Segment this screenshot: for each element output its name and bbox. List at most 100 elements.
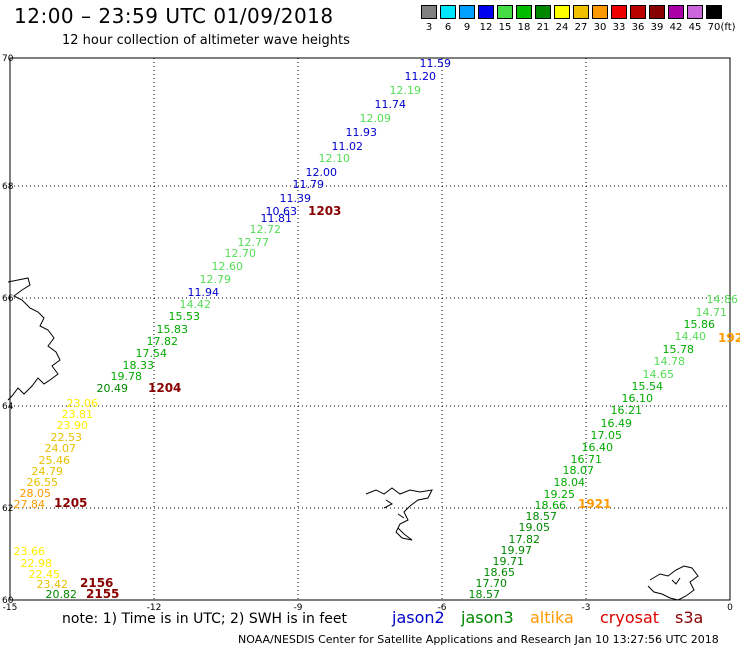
pass-time-label: 1921 <box>578 497 611 511</box>
track2-wave-height: 20.82 <box>46 588 78 601</box>
shetland-coastline <box>647 565 699 601</box>
lat-tick-label: 70 <box>2 54 14 64</box>
track3-wave-height: 19.97 <box>501 544 533 557</box>
track1-wave-height: 23.90 <box>57 419 89 432</box>
units-note: note: 1) Time is in UTC; 2) SWH is in fe… <box>62 611 348 627</box>
lon-tick-label: -9 <box>294 603 303 613</box>
track1-wave-height: 18.33 <box>123 359 155 372</box>
track1-wave-height: 28.05 <box>20 487 52 500</box>
lon-tick-label: -12 <box>147 603 162 613</box>
legend-label: 24 <box>555 22 569 33</box>
lon-tick-label: -15 <box>3 603 18 613</box>
track3-wave-height: 16.10 <box>622 392 654 405</box>
track1-wave-height: 11.74 <box>375 98 407 111</box>
track1-wave-height: 20.49 <box>97 382 129 395</box>
legend-swatch <box>459 5 475 19</box>
sat-cryosat: cryosat <box>600 608 660 627</box>
track3-wave-height: 17.82 <box>509 533 541 546</box>
legend-swatch <box>440 5 456 19</box>
track1-wave-height: 24.79 <box>32 465 64 478</box>
track3-wave-height: 14.65 <box>643 368 675 381</box>
legend-swatch <box>592 5 608 19</box>
legend-swatch <box>516 5 532 19</box>
track3-wave-height: 19.05 <box>519 521 551 534</box>
track3-wave-height: 16.71 <box>571 453 603 466</box>
track3-wave-height: 15.86 <box>684 318 716 331</box>
track3-wave-height: 14.71 <box>696 306 728 319</box>
track1-wave-height: 19.78 <box>111 370 143 383</box>
track1-wave-height: 11.81 <box>261 212 293 225</box>
track1-wave-height: 23.06 <box>67 397 99 410</box>
track1-wave-height: 22.53 <box>51 431 83 444</box>
track3-wave-height: 19.25 <box>544 488 576 501</box>
track3-wave-height: 17.05 <box>591 429 623 442</box>
track1-wave-height: 12.10 <box>319 152 351 165</box>
track1-wave-height: 11.20 <box>405 70 437 83</box>
track3-wave-height: 15.78 <box>663 343 695 356</box>
lat-tick-label: 64 <box>2 402 14 412</box>
map-frame <box>9 57 731 601</box>
track3-wave-height: 18.57 <box>469 588 501 601</box>
faroe-islands-coastline <box>365 487 433 541</box>
sat-jason3: jason3 <box>461 608 514 627</box>
legend-label: 9 <box>463 22 471 33</box>
track3-wave-height: 19.71 <box>493 555 525 568</box>
sat-s3a: s3a <box>675 608 704 627</box>
legend-label: 12 <box>479 22 493 33</box>
legend-label: 15 <box>498 22 512 33</box>
track1-wave-height: 12.00 <box>306 166 338 179</box>
track1-wave-height: 11.79 <box>293 178 325 191</box>
track3-wave-height: 18.04 <box>554 476 586 489</box>
track3-wave-height: 16.21 <box>611 404 643 417</box>
legend-swatch <box>478 5 494 19</box>
pass-time-label: 2156 <box>80 576 113 590</box>
lat-tick-label: 68 <box>2 182 14 192</box>
pass-time-label: 1203 <box>308 204 341 218</box>
pass-time-label: 192 <box>718 331 740 345</box>
legend-label: 30 <box>593 22 607 33</box>
track1-wave-height: 25.46 <box>39 454 71 467</box>
legend-label: 36 <box>631 22 645 33</box>
legend-label: 39 <box>650 22 664 33</box>
legend-label: 6 <box>444 22 452 33</box>
legend-swatch <box>535 5 551 19</box>
map-title: 12:00 – 23:59 UTC 01/09/2018 <box>14 4 334 28</box>
lat-tick-label: 62 <box>2 504 13 514</box>
track1-wave-height: 12.19 <box>390 84 422 97</box>
track1-wave-height: 27.84 <box>14 498 46 511</box>
track2-wave-height: 22.45 <box>29 568 61 581</box>
legend-label: 70 <box>707 22 721 33</box>
lat-tick-label: 60 <box>2 596 14 606</box>
legend-swatch <box>421 5 437 19</box>
track1-wave-height: 26.55 <box>27 476 59 489</box>
track3-wave-height: 17.70 <box>476 577 508 590</box>
lon-tick-label: -6 <box>438 603 447 613</box>
legend-label: 21 <box>536 22 550 33</box>
legend-label: 45 <box>688 22 702 33</box>
track1-wave-height: 23.81 <box>62 408 94 421</box>
sat-jason2: jason2 <box>392 608 445 627</box>
lon-tick-label: 0 <box>727 603 733 613</box>
legend-swatch <box>611 5 627 19</box>
credit-footer: NOAA/NESDIS Center for Satellite Applica… <box>238 633 719 646</box>
legend-swatch <box>668 5 684 19</box>
track1-wave-height: 11.93 <box>346 126 378 139</box>
track1-wave-height: 12.09 <box>360 112 392 125</box>
legend-swatch <box>706 5 722 19</box>
track1-wave-height: 10.63 <box>266 205 298 218</box>
legend-swatch <box>687 5 703 19</box>
pass-time-label: 1205 <box>54 496 87 510</box>
track2-wave-height: 23.42 <box>37 578 69 591</box>
track1-wave-height: 11.59 <box>420 57 452 70</box>
pass-time-label: 2155 <box>86 587 119 601</box>
track3-wave-height: 14.78 <box>654 355 686 368</box>
map-subtitle: 12 hour collection of altimeter wave hei… <box>62 33 350 48</box>
track1-wave-height: 15.53 <box>169 310 201 323</box>
legend-label: 18 <box>517 22 531 33</box>
track3-wave-height: 18.66 <box>535 499 567 512</box>
legend-label: 27 <box>574 22 588 33</box>
pass-time-label: 1204 <box>148 381 181 395</box>
track1-wave-height: 11.94 <box>188 286 220 299</box>
track3-wave-height: 18.07 <box>563 464 595 477</box>
lon-tick-label: -3 <box>582 603 591 613</box>
